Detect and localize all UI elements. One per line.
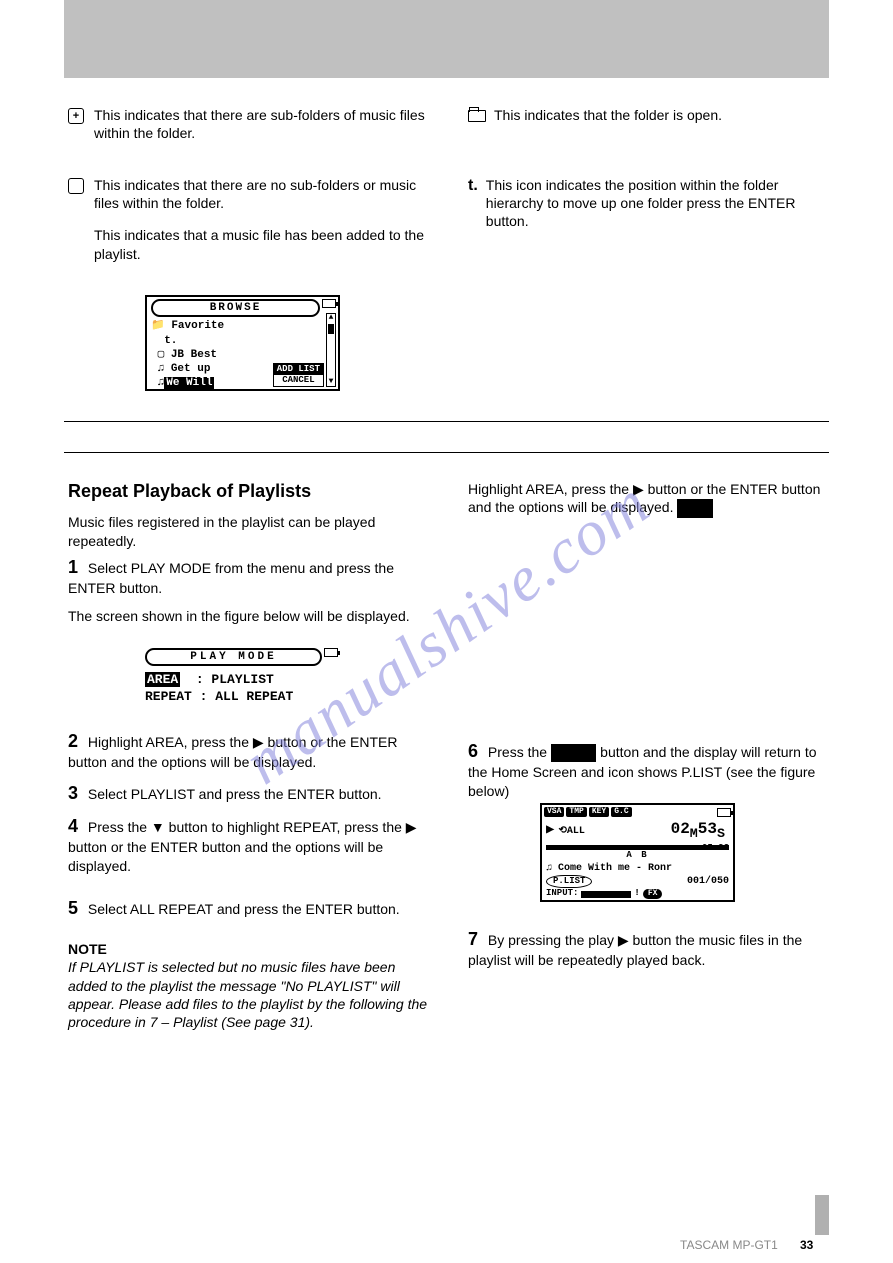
playmode-repeat-row: REPEAT : ALL REPEAT xyxy=(145,689,340,706)
context-popup: ADD LIST CANCEL xyxy=(273,363,324,387)
playmode-area-row: AREA : PLAYLIST xyxy=(145,672,340,689)
step-1-sub: The screen shown in the figure below wil… xyxy=(68,607,428,625)
battery-icon xyxy=(322,299,336,308)
up-level-icon: t. xyxy=(468,176,478,197)
pill-key: KEY xyxy=(589,807,609,817)
popup-addlist: ADD LIST xyxy=(274,364,323,375)
battery-icon xyxy=(717,808,731,817)
step-5: 5 Select ALL REPEAT and press the ENTER … xyxy=(68,897,428,920)
up-level-desc: This icon indicates the position within … xyxy=(486,176,828,231)
pill-vsa: VSA xyxy=(544,807,564,817)
total-time: 05:32 xyxy=(702,843,729,855)
pill-tmp: TMP xyxy=(566,807,586,817)
elapsed-time: 02M53S xyxy=(585,819,729,844)
icon-desc-square: This indicates that there are no sub-fol… xyxy=(68,176,428,212)
plist-badge: P.LIST xyxy=(546,875,592,889)
divider-top xyxy=(64,421,829,422)
lcd-home-screen: VSA TMP KEY G.C ▶ ⟲ALL 02M53S 05:32 A B … xyxy=(540,803,735,902)
redacted-button-icon: XXX xyxy=(677,499,713,517)
lcd-title: BROWSE xyxy=(151,299,320,317)
page-header-bar xyxy=(64,0,829,78)
section-intro: Music files registered in the playlist c… xyxy=(68,513,428,549)
page-number: 33 xyxy=(800,1238,813,1254)
step-4: 4 Press the ▼ button to highlight REPEAT… xyxy=(68,815,428,875)
icon-desc-plus: + This indicates that there are sub-fold… xyxy=(68,106,428,142)
section-heading: Repeat Playback of Playlists xyxy=(68,480,428,503)
repeat-icon: ⟲ALL xyxy=(558,825,584,838)
open-folder-desc: This indicates that the folder is open. xyxy=(494,106,828,124)
lcd-scrollbar xyxy=(326,313,336,387)
input-label: INPUT: xyxy=(546,888,578,900)
step-2: 2 Highlight AREA, press the ▶ button or … xyxy=(68,730,428,772)
play-icon: ▶ xyxy=(546,821,554,839)
plus-icon-desc2: This indicates that a music file has bee… xyxy=(94,226,428,262)
step-3: 3 Select PLAYLIST and press the ENTER bu… xyxy=(68,782,428,805)
browse-row-1: t. xyxy=(147,334,338,348)
lcd-playmode-screen: PLAY MODE AREA : PLAYLIST REPEAT : ALL R… xyxy=(145,648,340,706)
step-6: 6 Press the XXXX button and the display … xyxy=(468,740,828,800)
track-counter: 001/050 xyxy=(687,875,729,888)
popup-cancel: CANCEL xyxy=(274,375,323,386)
page-tab xyxy=(815,1195,829,1235)
battery-icon xyxy=(324,648,338,657)
step-2-right: Highlight AREA, press the ▶ button or th… xyxy=(468,480,828,518)
song-title: ♫ Come With me - Ronr xyxy=(542,862,733,875)
open-folder-icon xyxy=(468,110,486,122)
empty-folder-icon xyxy=(68,178,84,194)
plus-icon-desc: This indicates that there are sub-folder… xyxy=(94,106,428,142)
empty-folder-desc: This indicates that there are no sub-fol… xyxy=(94,176,428,212)
browse-row-2: ▢ JB Best xyxy=(147,348,338,362)
lcd-title: PLAY MODE xyxy=(145,648,322,666)
plus-icon: + xyxy=(68,108,84,124)
step-7: 7 By pressing the play ▶ button the musi… xyxy=(468,928,828,970)
note-text: If PLAYLIST is selected but no music fil… xyxy=(68,958,428,1031)
divider-bottom xyxy=(64,452,829,453)
note-label: NOTE xyxy=(68,940,428,958)
lcd-browse-screen: BROWSE 📁 Favorite t. ▢ JB Best ♫ Get up … xyxy=(145,295,340,391)
step-1: 1 Select PLAY MODE from the menu and pre… xyxy=(68,556,428,598)
input-meter xyxy=(581,891,631,898)
redacted-button-icon: XXXX xyxy=(551,744,596,762)
icon-desc-up: t. This icon indicates the position with… xyxy=(468,176,828,231)
fx-badge: FX xyxy=(643,889,663,899)
icon-desc-folder: This indicates that the folder is open. xyxy=(468,106,828,124)
footer-product: TASCAM MP-GT1 xyxy=(680,1238,778,1254)
browse-row-0: 📁 Favorite xyxy=(147,319,338,333)
pill-gc: G.C xyxy=(611,807,631,817)
